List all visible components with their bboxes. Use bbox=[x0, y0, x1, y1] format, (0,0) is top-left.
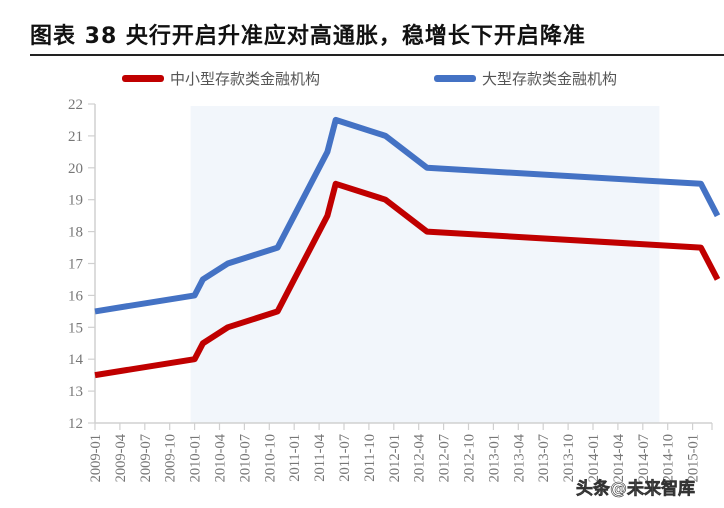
y-tick-label: 18 bbox=[68, 225, 83, 241]
shaded-period bbox=[190, 106, 660, 423]
x-tick-label: 2013-10 bbox=[561, 434, 577, 482]
x-tick-label: 2014-01 bbox=[586, 434, 602, 482]
shaded-region bbox=[190, 106, 660, 423]
title-divider bbox=[30, 54, 724, 56]
series-line-1 bbox=[94, 116, 721, 315]
legend-swatch-red bbox=[122, 74, 164, 82]
legend-swatch-blue bbox=[434, 74, 476, 82]
axes: 12 13 14 15 16 17 18 19 20 21 22 2009-01 2009-04 2009… bbox=[68, 97, 713, 482]
x-tick-label: 2013-01 bbox=[486, 434, 502, 482]
x-tick-label: 2011-04 bbox=[312, 433, 328, 482]
data-lines bbox=[94, 116, 721, 379]
x-tick-label: 2015-01 bbox=[686, 434, 702, 482]
legend-label: 中小型存款类金融机构 bbox=[170, 69, 321, 88]
x-tick-label: 2010-07 bbox=[237, 434, 253, 482]
x-tick-label: 2009-10 bbox=[163, 434, 179, 482]
x-tick-label: 2011-01 bbox=[287, 434, 303, 482]
y-tick-label: 15 bbox=[68, 320, 83, 336]
chart-title: 图表 38 央行开启升准应对高通胀，稳增长下开启降准 bbox=[30, 24, 586, 49]
y-tick-label: 17 bbox=[68, 257, 84, 273]
x-tick-label: 2011-07 bbox=[337, 434, 353, 482]
legend-item-large: 大型存款类金融机构 bbox=[434, 66, 617, 90]
x-tick-label: 2013-04 bbox=[511, 433, 527, 482]
y-tick-label: 13 bbox=[68, 384, 83, 400]
legend-item-small-medium: 中小型存款类金融机构 bbox=[122, 66, 320, 90]
y-tick-label: 19 bbox=[68, 193, 83, 209]
y-tick-label: 12 bbox=[68, 416, 83, 432]
x-tick-label: 2012-07 bbox=[437, 434, 453, 482]
x-tick-label: 2012-04 bbox=[412, 433, 428, 482]
x-tick-label: 2012-10 bbox=[462, 434, 478, 482]
x-tick-label: 2010-04 bbox=[213, 433, 229, 482]
x-tick-label: 2014-10 bbox=[661, 434, 677, 482]
x-tick-label: 2010-01 bbox=[188, 434, 204, 482]
x-tick-label: 2010-10 bbox=[262, 434, 278, 482]
x-tick-label: 2014-04 bbox=[611, 433, 627, 482]
series-line-0 bbox=[94, 180, 721, 379]
x-tick-label: 2012-01 bbox=[387, 434, 403, 482]
x-tick-label: 2009-07 bbox=[138, 434, 154, 482]
x-tick-label: 2014-07 bbox=[636, 434, 652, 482]
x-tick-label: 2009-01 bbox=[88, 434, 104, 482]
y-tick-label: 22 bbox=[68, 97, 83, 113]
legend-label: 大型存款类金融机构 bbox=[482, 69, 618, 88]
y-tick-label: 21 bbox=[68, 129, 83, 145]
y-tick-label: 16 bbox=[68, 288, 84, 304]
watermark: 头条@未来智库 bbox=[576, 479, 696, 500]
y-tick-label: 20 bbox=[68, 161, 83, 177]
y-tick-label: 14 bbox=[68, 352, 84, 368]
x-tick-label: 2011-10 bbox=[362, 434, 378, 482]
x-tick-label: 2013-07 bbox=[536, 434, 552, 482]
x-tick-label: 2009-04 bbox=[113, 433, 129, 482]
